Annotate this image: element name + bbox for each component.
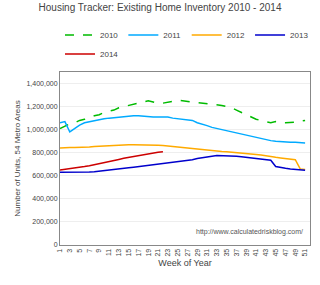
svg-text:17: 17	[135, 249, 142, 257]
svg-text:600,000: 600,000	[32, 172, 57, 179]
svg-text:1,200,000: 1,200,000	[26, 103, 57, 110]
svg-text:1,400,000: 1,400,000	[26, 80, 57, 87]
svg-text:1,000,000: 1,000,000	[26, 126, 57, 133]
svg-text:19: 19	[145, 249, 152, 257]
svg-text:31: 31	[203, 249, 210, 257]
svg-text:2011: 2011	[163, 31, 181, 40]
svg-text:400,000: 400,000	[32, 195, 57, 202]
svg-text:13: 13	[115, 249, 122, 257]
svg-text:41: 41	[252, 249, 259, 257]
svg-text:Housing Tracker: Existing Home: Housing Tracker: Existing Home Inventory…	[39, 2, 282, 13]
svg-text:35: 35	[223, 249, 230, 257]
svg-text:1: 1	[56, 249, 63, 253]
svg-text:29: 29	[194, 249, 201, 257]
svg-text:49: 49	[292, 249, 299, 257]
svg-text:27: 27	[184, 249, 191, 257]
svg-text:2012: 2012	[227, 31, 245, 40]
svg-text:51: 51	[301, 249, 308, 257]
svg-text:45: 45	[272, 249, 279, 257]
svg-text:47: 47	[282, 249, 289, 257]
svg-text:37: 37	[233, 249, 240, 257]
svg-text:9: 9	[95, 249, 102, 253]
svg-text:http://www.calculatedriskblog.: http://www.calculatedriskblog.com/	[196, 228, 303, 236]
svg-text:200,000: 200,000	[32, 218, 57, 225]
svg-text:800,000: 800,000	[32, 149, 57, 156]
svg-text:2014: 2014	[100, 50, 118, 59]
svg-text:43: 43	[262, 249, 269, 257]
svg-text:11: 11	[105, 249, 112, 256]
svg-text:0: 0	[54, 241, 58, 248]
svg-text:3: 3	[66, 249, 73, 253]
svg-text:25: 25	[174, 249, 181, 257]
svg-text:5: 5	[76, 249, 83, 253]
svg-text:23: 23	[164, 249, 171, 257]
svg-text:Week of Year: Week of Year	[158, 258, 211, 268]
svg-text:2010: 2010	[100, 31, 118, 40]
svg-text:21: 21	[154, 249, 161, 257]
svg-text:33: 33	[213, 249, 220, 257]
svg-text:15: 15	[125, 249, 132, 257]
svg-text:2013: 2013	[290, 31, 308, 40]
svg-text:7: 7	[86, 249, 93, 253]
svg-text:39: 39	[243, 249, 250, 257]
svg-text:Number of Units, 54 Metro Area: Number of Units, 54 Metro Areas	[13, 100, 22, 217]
